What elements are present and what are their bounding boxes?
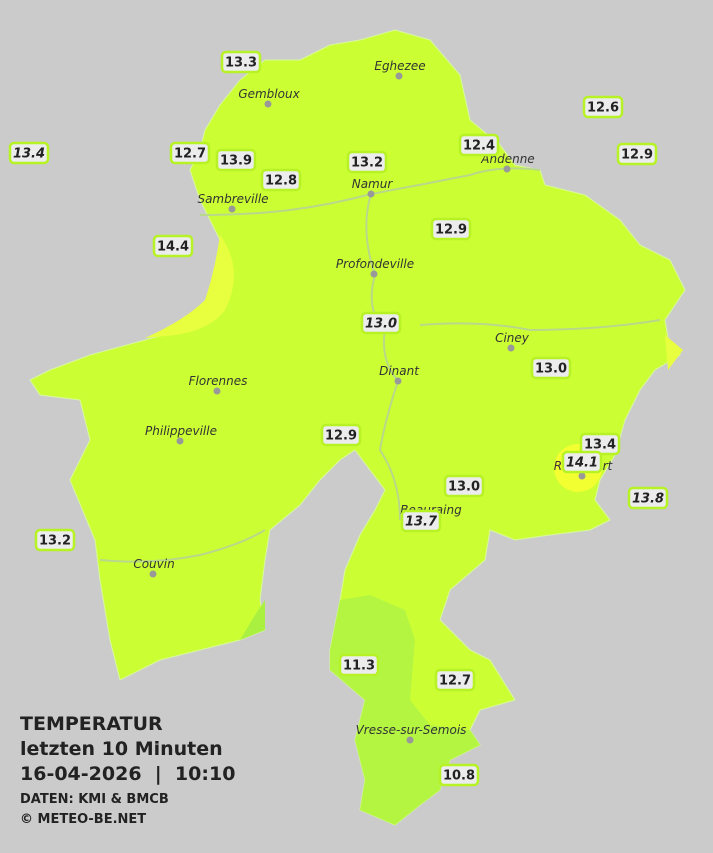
station-temp: 12.7 (174, 147, 206, 162)
station-temp: 13.9 (220, 154, 252, 169)
station-temp: 13.4 (13, 147, 45, 162)
station-temp: 12.6 (587, 101, 619, 116)
station-temp: 13.7 (405, 515, 438, 530)
station-temp: 13.2 (351, 156, 383, 171)
town-dot (213, 387, 221, 395)
town-dot (228, 205, 236, 213)
town-name: Eghezee (374, 59, 425, 73)
station-temp: 13.8 (632, 492, 664, 507)
legend-source: DATEN: KMI & BMCB (20, 792, 169, 807)
warm-zone (665, 335, 683, 370)
legend-title: TEMPERATUR (20, 713, 163, 735)
town-dot (395, 72, 403, 80)
town-dot (507, 344, 515, 352)
station-box (616, 142, 658, 166)
town-name: Vresse-sur-Semois (356, 723, 467, 737)
station-box (346, 150, 388, 174)
station-box (430, 217, 472, 241)
town-dot (149, 570, 157, 578)
station-box (443, 474, 485, 498)
town-dot (176, 437, 184, 445)
town-name: Sambreville (197, 192, 268, 206)
legend-subtitle: letzten 10 Minuten (20, 738, 223, 760)
station-temp: 12.8 (265, 174, 297, 189)
station-box (561, 450, 603, 474)
town-dot (503, 165, 511, 173)
station-temp: 14.1 (566, 456, 598, 471)
town-dot (264, 100, 272, 108)
station-temp: 12.9 (621, 148, 653, 163)
town-name: Dinant (379, 364, 420, 378)
station-temp: 11.3 (343, 659, 375, 674)
station-box (582, 95, 624, 119)
legend-datetime: 16-04-2026 | 10:10 (20, 763, 235, 785)
town-name: Philippeville (145, 424, 217, 438)
station-temp: 12.7 (439, 674, 471, 689)
station-temp: 14.4 (157, 240, 189, 255)
station-temp: 13.0 (535, 362, 567, 377)
station-box (530, 356, 572, 380)
town-dot (367, 190, 375, 198)
station-box (338, 653, 380, 677)
station-temp: 13.2 (39, 534, 71, 549)
station-box (434, 668, 476, 692)
station-temp: 12.9 (325, 429, 357, 444)
station-box (34, 528, 76, 552)
station-box (169, 141, 211, 165)
town-dot (406, 736, 414, 744)
town-dot (394, 377, 402, 385)
town-name: Profondeville (336, 257, 414, 271)
warm-zone (145, 235, 234, 338)
station-temp: 13.4 (584, 438, 616, 453)
station-temp: 12.9 (435, 223, 467, 238)
station-box (360, 311, 402, 335)
station-box (627, 486, 669, 510)
town-name: Gembloux (238, 87, 300, 101)
town-dot (370, 270, 378, 278)
station-box (438, 763, 480, 787)
legend-copyright: © METEO-BE.NET (20, 812, 146, 827)
station-box (400, 509, 442, 533)
town-name: Namur (352, 177, 394, 191)
station-temp: 12.4 (463, 139, 495, 154)
town-name: Florennes (189, 374, 248, 388)
station-box (458, 133, 500, 157)
station-box (215, 148, 257, 172)
station-temp: 10.8 (443, 769, 475, 784)
station-box (320, 423, 362, 447)
station-box (152, 234, 194, 258)
cooler-zone (240, 600, 265, 640)
station-temp: 13.0 (365, 317, 397, 332)
station-temp: 13.3 (225, 56, 257, 71)
station-box (260, 168, 302, 192)
town-name: Ciney (495, 331, 530, 345)
station-box (220, 50, 262, 74)
station-temp: 13.0 (448, 480, 480, 495)
town-dot (578, 472, 586, 480)
town-name: Couvin (133, 557, 174, 571)
station-box (8, 141, 50, 165)
